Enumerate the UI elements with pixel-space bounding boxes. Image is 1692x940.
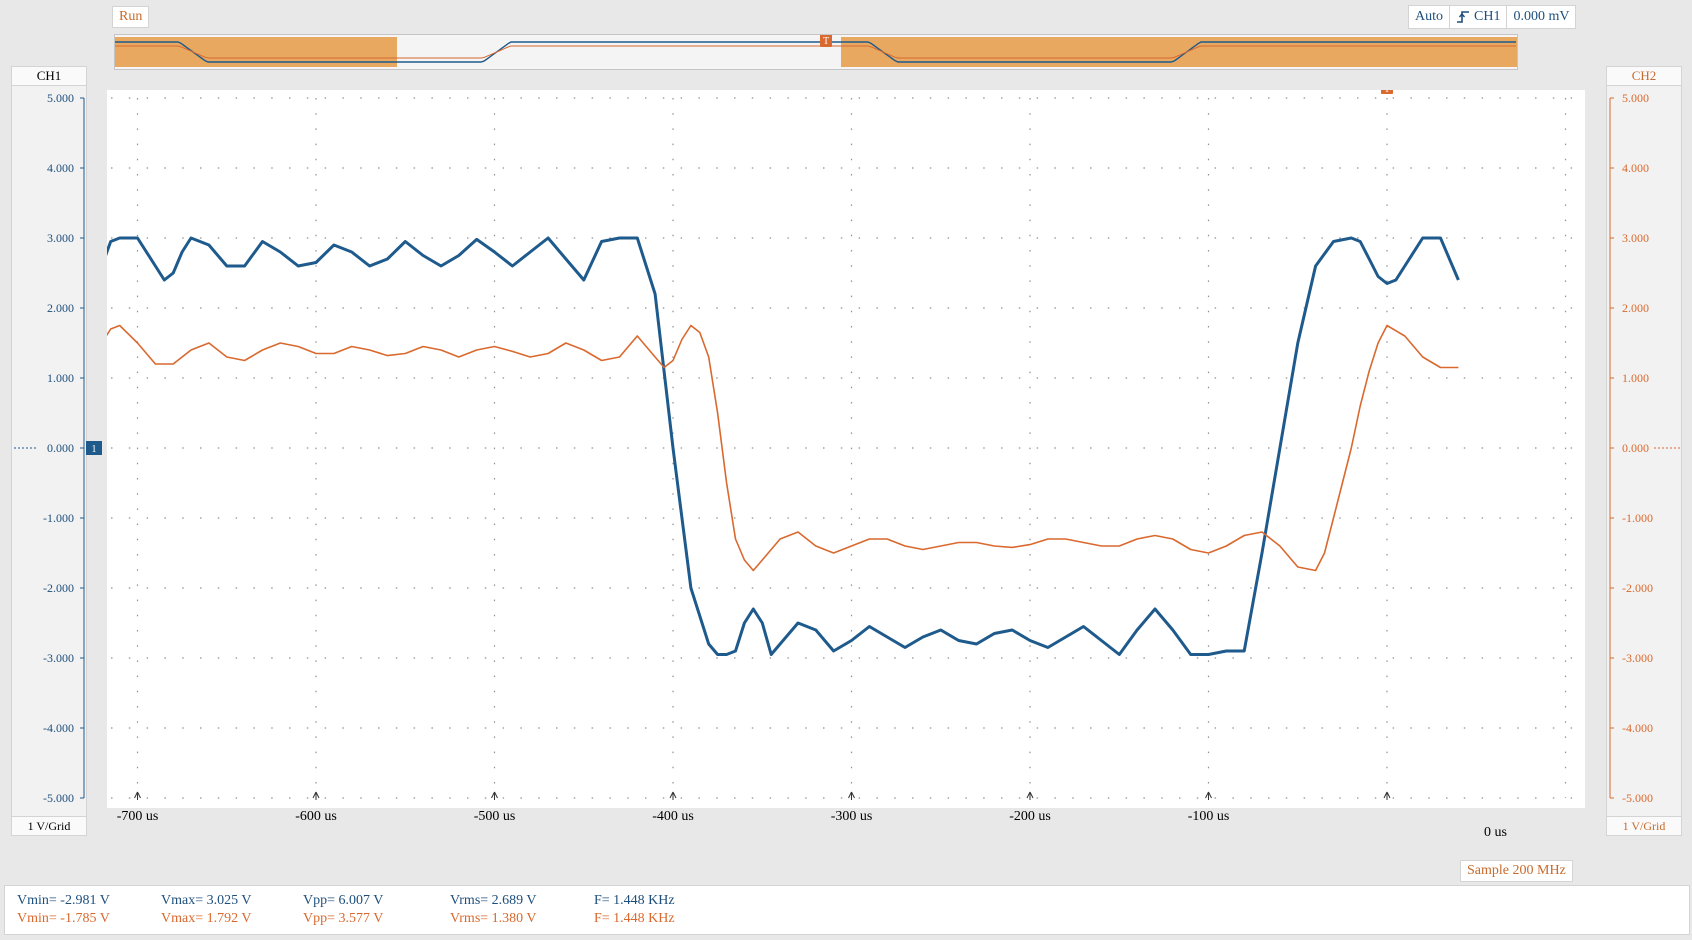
waveform-display[interactable]: T — [0, 80, 1585, 808]
run-status-button[interactable]: Run — [112, 6, 150, 28]
ch1-vmax: Vmax= 3.025 V — [161, 893, 252, 908]
ch1-vmin: Vmin= -2.981 V — [17, 893, 110, 908]
waveform-canvas: T — [0, 80, 1585, 799]
ch2-frequency: F= 1.448 KHz — [594, 911, 675, 926]
trigger-source[interactable]: CH1 — [1449, 5, 1508, 29]
overview-ch2-trace — [115, 45, 1516, 59]
time-tick-label: -600 us — [295, 809, 337, 824]
svg-text:1: 1 — [92, 444, 97, 455]
overview-ch1-trace — [115, 41, 1516, 63]
ch1-axis-panel[interactable]: CH1 1 V/Grid — [11, 66, 87, 836]
ch1-waveform — [0, 236, 1460, 656]
time-tick-label: -100 us — [1188, 809, 1230, 824]
trigger-source-label: CH1 — [1474, 9, 1501, 24]
ch2-label: CH2 — [1607, 67, 1681, 86]
ch2-vpp: Vpp= 3.577 V — [303, 911, 384, 926]
time-tick-label: -700 us — [117, 809, 159, 824]
ch1-vpp: Vpp= 6.007 V — [303, 893, 384, 908]
trigger-level[interactable]: 0.000 mV — [1506, 5, 1577, 29]
sample-rate-button[interactable]: Sample 200 MHz — [1460, 860, 1573, 882]
waveform-overview[interactable]: T — [114, 33, 1518, 70]
time-tick-label: -500 us — [474, 809, 516, 824]
ch1-label: CH1 — [12, 67, 86, 86]
measurements-panel: Vmin= -2.981 V Vmax= 3.025 V Vpp= 6.007 … — [4, 885, 1690, 935]
time-zero-label: 0 us — [1484, 825, 1507, 840]
ch2-vmax: Vmax= 1.792 V — [161, 911, 252, 926]
ch2-vmin: Vmin= -1.785 V — [17, 911, 110, 926]
ch2-vrms: Vrms= 1.380 V — [450, 911, 537, 926]
ch1-scale[interactable]: 1 V/Grid — [12, 816, 86, 835]
svg-text:T: T — [823, 36, 829, 47]
trigger-mode[interactable]: Auto — [1408, 5, 1450, 29]
ch2-waveform — [0, 324, 1459, 572]
svg-text:T: T — [1384, 90, 1390, 95]
rising-edge-icon — [1457, 11, 1469, 23]
ch1-frequency: F= 1.448 KHz — [594, 893, 675, 908]
ch2-scale[interactable]: 1 V/Grid — [1607, 816, 1681, 835]
ch1-offset-marker: 1 — [86, 441, 102, 455]
ch1-vrms: Vrms= 2.689 V — [450, 893, 537, 908]
overview-canvas: T — [115, 33, 1517, 67]
grid — [107, 97, 1585, 799]
time-tick-label: -400 us — [652, 809, 694, 824]
trigger-settings[interactable]: Auto CH1 0.000 mV — [1408, 5, 1577, 29]
ch2-axis-panel[interactable]: CH2 1 V/Grid — [1606, 66, 1682, 836]
time-tick-label: -300 us — [831, 809, 873, 824]
time-tick-label: -200 us — [1009, 809, 1051, 824]
trigger-position-marker: T — [1381, 80, 1393, 95]
overview-trigger-marker: T — [820, 33, 832, 47]
